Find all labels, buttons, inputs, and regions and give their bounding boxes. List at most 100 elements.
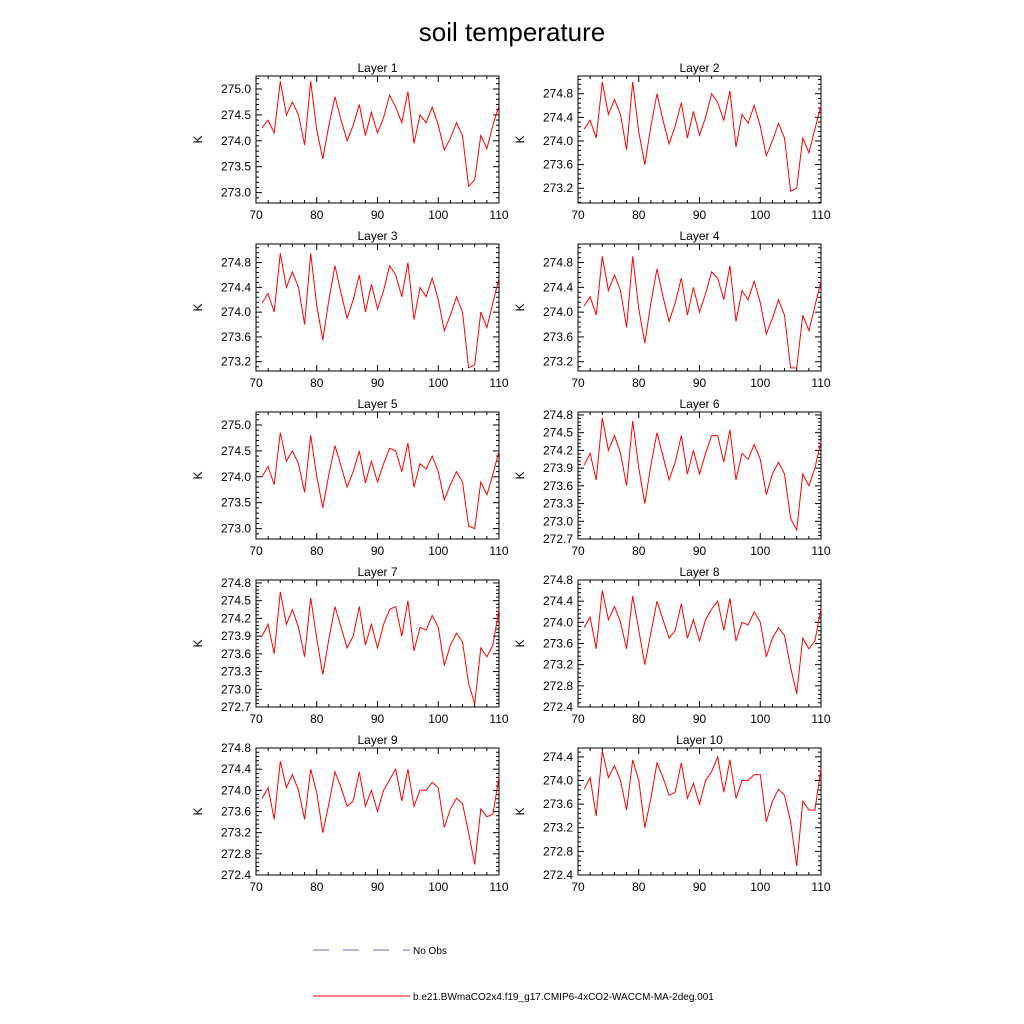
panel-grid: Layer 1 K 70 80 90 100 110 273.0 273.5 274.0 274.5…	[191, 61, 831, 894]
y-tick-label: 273.6	[221, 805, 251, 819]
y-tick-label: 274.2	[543, 443, 573, 457]
y-tick-label: 272.8	[543, 679, 573, 693]
y-tick-label: 272.8	[221, 847, 251, 861]
y-axis-label: K	[191, 639, 205, 647]
y-tick-label: 273.0	[221, 522, 251, 536]
y-axis-label: K	[513, 471, 527, 479]
y-tick-label: 273.2	[543, 658, 573, 672]
panel-title: Layer 2	[679, 61, 719, 75]
y-tick-label: 274.5	[221, 594, 251, 608]
y-tick-label: 274.8	[543, 408, 573, 422]
x-tick-label: 90	[693, 376, 707, 390]
series-line	[261, 81, 500, 188]
x-tick-label: 80	[632, 376, 646, 390]
y-tick-label: 272.4	[543, 700, 573, 714]
panel-title: Layer 8	[679, 565, 719, 579]
x-tick-label: 110	[811, 880, 830, 894]
y-tick-label: 274.0	[221, 305, 251, 319]
x-tick-label: 100	[428, 376, 448, 390]
y-tick-label: 275.0	[221, 418, 251, 432]
x-tick-label: 110	[811, 712, 830, 726]
x-tick-label: 70	[249, 880, 263, 894]
y-tick-label: 274.5	[221, 108, 251, 122]
panel-layer-8: Layer 8 K 70 80 90 100 110 272.4 272.8 273.2 273.6…	[513, 565, 831, 726]
series-line	[261, 591, 500, 705]
y-tick-label: 274.4	[221, 762, 251, 776]
y-tick-label: 274.0	[221, 134, 251, 148]
y-tick-label: 274.4	[543, 594, 573, 608]
x-tick-label: 100	[750, 208, 770, 222]
x-tick-label: 70	[249, 376, 263, 390]
x-tick-label: 80	[632, 544, 646, 558]
x-tick-label: 70	[249, 544, 263, 558]
x-tick-label: 100	[750, 544, 770, 558]
x-tick-label: 100	[428, 208, 448, 222]
x-tick-label: 80	[632, 880, 646, 894]
y-tick-label: 274.5	[543, 426, 573, 440]
x-tick-label: 90	[371, 880, 385, 894]
panel-title: Layer 4	[679, 229, 719, 243]
panel-layer-1: Layer 1 K 70 80 90 100 110 273.0 273.5 274.0 274.5…	[191, 61, 509, 222]
x-tick-label: 80	[632, 208, 646, 222]
panel-title: Layer 9	[357, 733, 397, 747]
y-axis-label: K	[191, 135, 205, 143]
x-tick-label: 90	[371, 208, 385, 222]
panel-title: Layer 6	[679, 397, 719, 411]
y-tick-label: 274.0	[543, 773, 573, 787]
y-tick-label: 273.2	[221, 355, 251, 369]
y-axis-label: K	[191, 471, 205, 479]
x-tick-label: 100	[428, 880, 448, 894]
x-tick-label: 90	[693, 712, 707, 726]
series-line	[583, 750, 822, 867]
panel-title: Layer 10	[676, 733, 723, 747]
x-tick-label: 110	[811, 376, 830, 390]
x-tick-label: 100	[428, 712, 448, 726]
y-tick-label: 273.6	[543, 637, 573, 651]
y-tick-label: 272.8	[543, 844, 573, 858]
series-line	[261, 253, 500, 369]
y-axis-label: K	[191, 807, 205, 815]
plot-frame	[577, 747, 822, 876]
x-tick-label: 90	[371, 376, 385, 390]
panel-layer-9: Layer 9 K 70 80 90 100 110 272.4 272.8 273.2 273.6…	[191, 733, 509, 894]
y-tick-label: 273.2	[543, 355, 573, 369]
x-tick-label: 70	[571, 376, 585, 390]
panel-title: Layer 5	[357, 397, 397, 411]
plot-frame	[577, 243, 822, 372]
y-tick-label: 273.0	[221, 682, 251, 696]
y-tick-label: 274.8	[221, 256, 251, 270]
x-tick-label: 80	[632, 712, 646, 726]
y-tick-label: 273.0	[543, 514, 573, 528]
y-tick-label: 273.6	[221, 330, 251, 344]
y-axis-label: K	[513, 639, 527, 647]
y-tick-label: 273.9	[221, 629, 251, 643]
series-line	[583, 256, 822, 369]
legend-obs-label: No Obs	[413, 946, 447, 957]
y-tick-label: 274.5	[221, 444, 251, 458]
panel-layer-3: Layer 3 K 70 80 90 100 110 273.2 273.6 274.0 274.4…	[191, 229, 509, 390]
y-tick-label: 274.8	[543, 256, 573, 270]
panel-layer-7: Layer 7 K 70 80 90 100 110 272.7 273.0 273.3 273.6…	[191, 565, 509, 726]
y-tick-label: 274.4	[543, 280, 573, 294]
x-tick-label: 80	[310, 880, 324, 894]
legend-model-label: b.e21.BWmaCO2x4.f19_g17.CMIP6-4xCO2-WACC…	[413, 992, 714, 1003]
panel-layer-2: Layer 2 K 70 80 90 100 110 273.2 273.6 274.0 274.4…	[513, 61, 831, 222]
x-tick-label: 80	[310, 712, 324, 726]
x-tick-label: 110	[489, 880, 508, 894]
x-tick-label: 80	[310, 208, 324, 222]
x-tick-label: 70	[249, 208, 263, 222]
y-tick-label: 274.0	[221, 783, 251, 797]
x-tick-label: 70	[571, 712, 585, 726]
y-tick-label: 273.3	[543, 497, 573, 511]
panel-layer-5: Layer 5 K 70 80 90 100 110 273.0 273.5 274.0 274.5…	[191, 397, 509, 558]
y-tick-label: 274.0	[543, 615, 573, 629]
y-axis-label: K	[513, 135, 527, 143]
figure-title: soil temperature	[419, 17, 605, 47]
x-tick-label: 110	[489, 712, 508, 726]
x-tick-label: 110	[489, 376, 508, 390]
x-tick-label: 100	[750, 880, 770, 894]
y-tick-label: 274.8	[221, 576, 251, 590]
y-tick-label: 273.6	[543, 330, 573, 344]
x-tick-label: 80	[310, 544, 324, 558]
